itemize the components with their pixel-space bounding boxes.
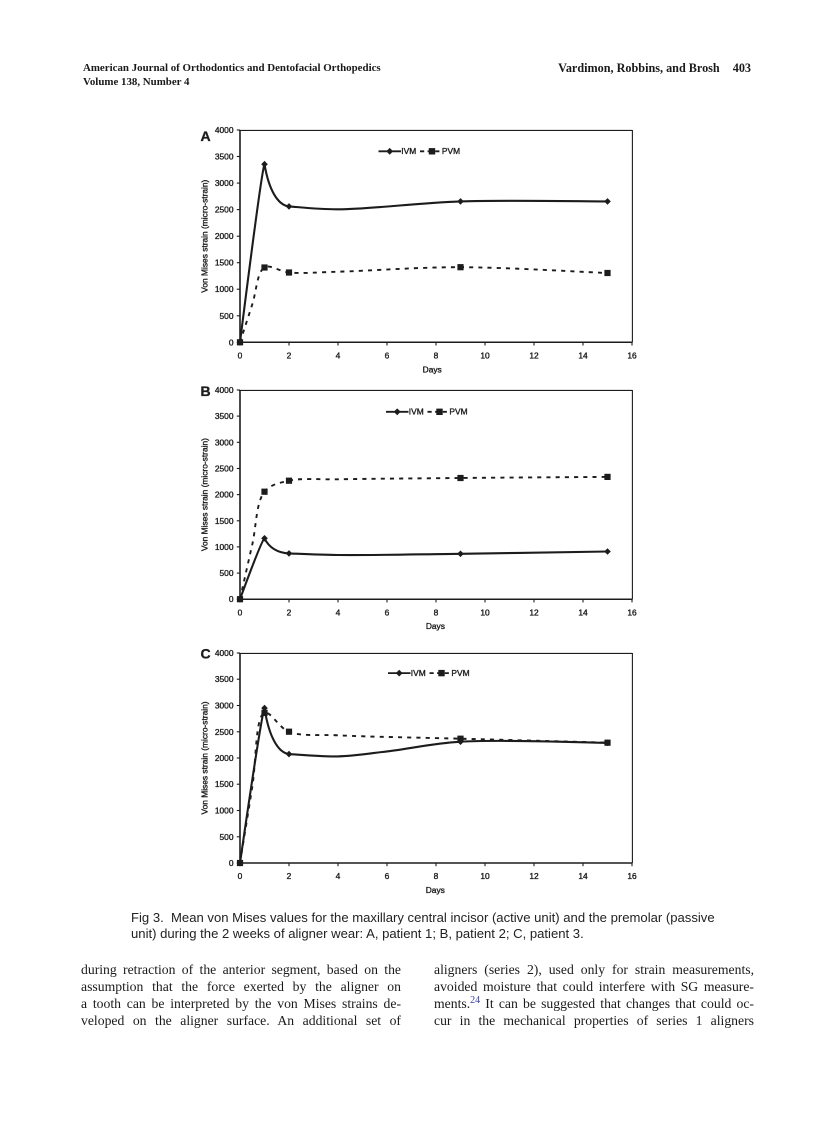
svg-text:2000: 2000 bbox=[215, 490, 234, 500]
svg-text:3000: 3000 bbox=[215, 178, 234, 188]
svg-text:IVM: IVM bbox=[409, 407, 424, 417]
svg-text:IVM: IVM bbox=[411, 668, 426, 678]
svg-text:6: 6 bbox=[385, 351, 390, 361]
svg-text:12: 12 bbox=[529, 607, 539, 617]
svg-text:500: 500 bbox=[220, 568, 234, 578]
svg-text:12: 12 bbox=[529, 871, 539, 881]
svg-text:16: 16 bbox=[627, 607, 637, 617]
svg-text:4: 4 bbox=[336, 351, 341, 361]
svg-text:0: 0 bbox=[238, 607, 243, 617]
svg-text:1500: 1500 bbox=[215, 779, 234, 789]
svg-text:Days: Days bbox=[423, 364, 442, 374]
svg-text:3000: 3000 bbox=[215, 701, 234, 711]
svg-text:A: A bbox=[201, 128, 211, 144]
svg-text:2500: 2500 bbox=[215, 464, 234, 474]
svg-text:1000: 1000 bbox=[215, 284, 234, 294]
svg-text:1500: 1500 bbox=[215, 516, 234, 526]
svg-text:16: 16 bbox=[627, 351, 637, 361]
svg-text:8: 8 bbox=[434, 351, 439, 361]
svg-text:500: 500 bbox=[220, 311, 234, 321]
svg-text:PVM: PVM bbox=[442, 146, 460, 156]
svg-text:0: 0 bbox=[238, 351, 243, 361]
svg-text:Von Mises strain (micro-strain: Von Mises strain (micro-strain) bbox=[200, 438, 210, 551]
svg-text:2500: 2500 bbox=[215, 727, 234, 737]
svg-text:PVM: PVM bbox=[449, 407, 467, 417]
svg-text:3500: 3500 bbox=[215, 411, 234, 421]
svg-text:16: 16 bbox=[627, 871, 637, 881]
svg-text:3000: 3000 bbox=[215, 437, 234, 447]
svg-text:10: 10 bbox=[480, 351, 490, 361]
svg-text:10: 10 bbox=[480, 871, 490, 881]
svg-text:Days: Days bbox=[426, 621, 445, 631]
svg-text:B: B bbox=[201, 383, 211, 399]
svg-text:6: 6 bbox=[385, 871, 390, 881]
svg-text:4000: 4000 bbox=[215, 385, 234, 395]
svg-text:4000: 4000 bbox=[215, 648, 234, 658]
svg-text:2000: 2000 bbox=[215, 753, 234, 763]
svg-text:0: 0 bbox=[229, 594, 234, 604]
svg-text:3500: 3500 bbox=[215, 674, 234, 684]
svg-text:8: 8 bbox=[434, 607, 439, 617]
svg-text:14: 14 bbox=[578, 871, 588, 881]
svg-text:2: 2 bbox=[287, 351, 292, 361]
svg-text:500: 500 bbox=[220, 832, 234, 842]
svg-text:4: 4 bbox=[336, 871, 341, 881]
svg-text:8: 8 bbox=[434, 871, 439, 881]
svg-text:3500: 3500 bbox=[215, 152, 234, 162]
svg-text:6: 6 bbox=[385, 607, 390, 617]
svg-text:C: C bbox=[201, 646, 211, 662]
svg-text:0: 0 bbox=[229, 858, 234, 868]
svg-text:0: 0 bbox=[229, 337, 234, 347]
svg-text:4: 4 bbox=[336, 607, 341, 617]
svg-text:14: 14 bbox=[578, 351, 588, 361]
svg-text:0: 0 bbox=[238, 871, 243, 881]
svg-text:IVM: IVM bbox=[401, 146, 416, 156]
svg-text:2: 2 bbox=[287, 607, 292, 617]
svg-text:2500: 2500 bbox=[215, 205, 234, 215]
svg-text:Days: Days bbox=[426, 885, 445, 895]
svg-text:Von Mises strain (micro-strain: Von Mises strain (micro-strain) bbox=[200, 179, 210, 292]
svg-text:Von Mises strain (micro-strain: Von Mises strain (micro-strain) bbox=[200, 701, 210, 814]
svg-text:10: 10 bbox=[480, 607, 490, 617]
svg-text:2000: 2000 bbox=[215, 231, 234, 241]
svg-text:PVM: PVM bbox=[451, 668, 469, 678]
svg-text:12: 12 bbox=[529, 351, 539, 361]
svg-text:2: 2 bbox=[287, 871, 292, 881]
svg-text:1000: 1000 bbox=[215, 542, 234, 552]
svg-text:14: 14 bbox=[578, 607, 588, 617]
svg-text:4000: 4000 bbox=[215, 125, 234, 135]
svg-text:1000: 1000 bbox=[215, 806, 234, 816]
svg-text:1500: 1500 bbox=[215, 258, 234, 268]
